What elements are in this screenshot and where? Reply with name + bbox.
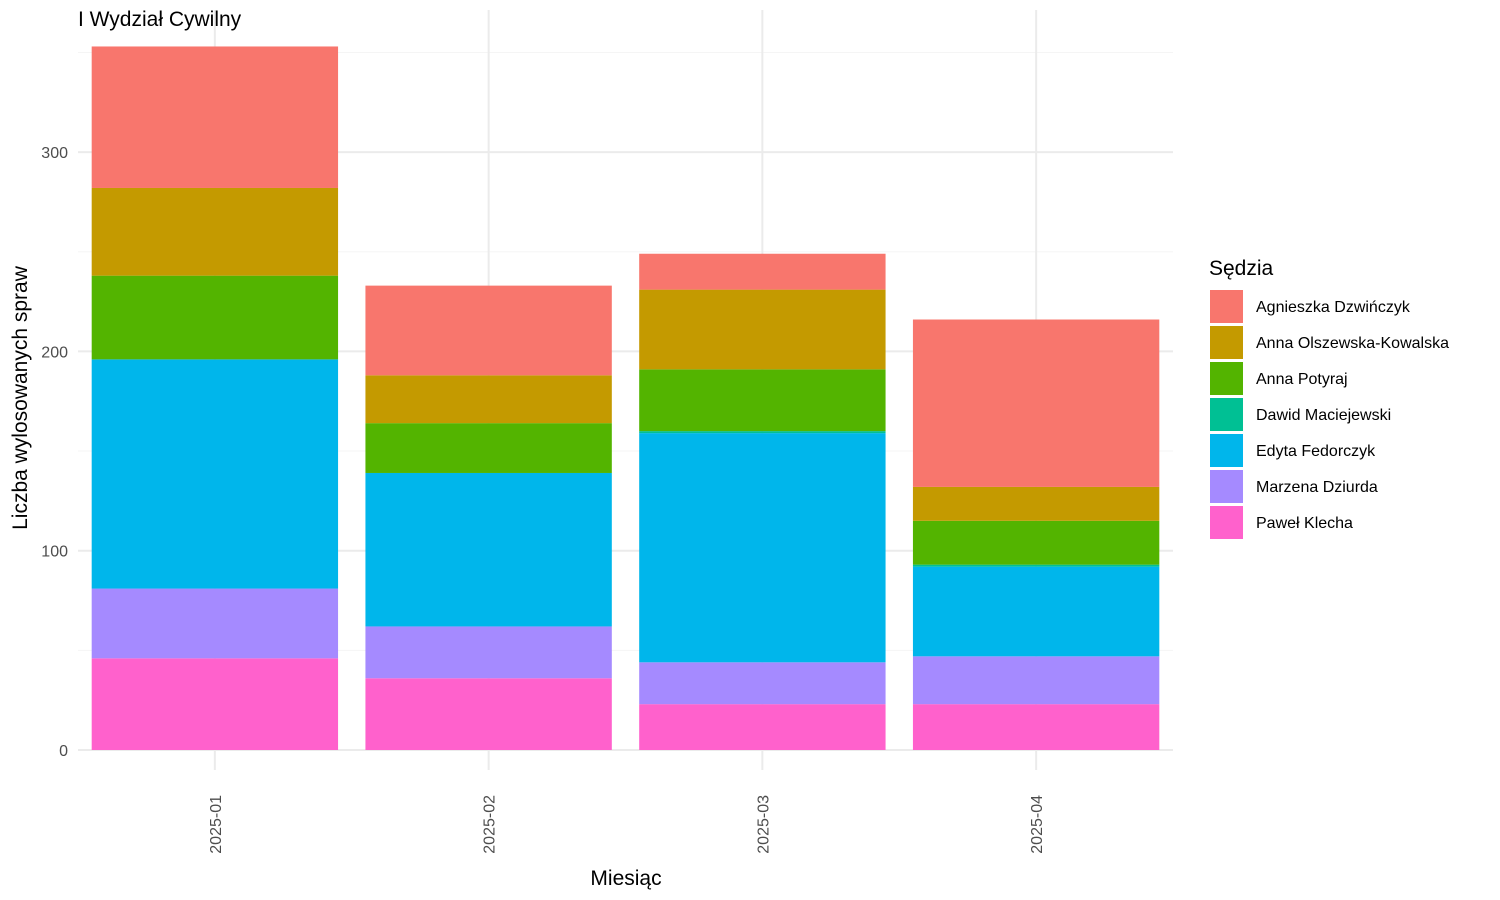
bar-segment (639, 704, 886, 750)
bar-segment (912, 564, 1160, 567)
bar-segment (912, 704, 1160, 750)
x-tick-label: 2025-03 (755, 795, 772, 854)
y-tick-label: 300 (41, 145, 68, 162)
bar-segment (365, 678, 612, 750)
legend-label: Anna Potyraj (1256, 371, 1348, 388)
bars (91, 46, 1160, 750)
legend-label: Marzena Dziurda (1256, 479, 1378, 496)
x-axis-ticks: 2025-01 2025-02 2025-03 2025-04 (208, 795, 1046, 854)
legend-key (1210, 326, 1243, 359)
bar-segment (365, 472, 612, 627)
bar-segment (639, 253, 886, 290)
legend-key (1210, 398, 1243, 431)
bar-segment (639, 369, 886, 432)
x-tick-label: 2025-04 (1029, 795, 1046, 854)
bar-segment (365, 285, 612, 376)
y-axis-ticks: 0 100 200 300 (41, 145, 68, 760)
bar-segment (639, 662, 886, 705)
legend-key (1210, 506, 1243, 539)
bar-segment (912, 656, 1160, 705)
y-tick-label: 100 (41, 544, 68, 561)
legend-label: Agnieszka Dzwińczyk (1256, 299, 1411, 316)
legend-key (1210, 362, 1243, 395)
bar-segment (365, 626, 612, 679)
bar-segment (912, 566, 1160, 657)
bar-segment (91, 46, 339, 188)
x-tick-label: 2025-01 (208, 795, 225, 854)
legend-label: Edyta Fedorczyk (1256, 443, 1376, 460)
legend: Sędzia Agnieszka Dzwińczyk Anna Olszewska… (1209, 257, 1449, 539)
bar-segment (91, 588, 339, 659)
legend-label: Anna Olszewska-Kowalska (1256, 335, 1449, 352)
legend-key (1210, 290, 1243, 323)
x-tick-label: 2025-02 (482, 795, 499, 854)
chart-title: I Wydział Cywilny (78, 8, 242, 31)
legend-label: Paweł Klecha (1256, 515, 1353, 532)
bar-segment (912, 319, 1160, 487)
bar-segment (639, 433, 886, 663)
y-tick-label: 200 (41, 344, 68, 361)
bar-segment (365, 375, 612, 424)
bar-segment (365, 423, 612, 473)
bar-segment (639, 289, 886, 370)
y-axis-title: Liczba wylosowanych spraw (9, 265, 32, 530)
bar-segment (91, 275, 339, 360)
legend-key (1210, 470, 1243, 503)
y-tick-label: 0 (59, 743, 68, 760)
bar-segment (912, 520, 1160, 565)
bar-segment (91, 359, 339, 589)
bar-segment (91, 658, 339, 750)
x-axis-title: Miesiąc (590, 867, 661, 890)
legend-key (1210, 434, 1243, 467)
legend-label: Dawid Maciejewski (1256, 407, 1391, 424)
bar-segment (639, 431, 886, 434)
legend-items: Agnieszka Dzwińczyk Anna Olszewska-Kowals… (1210, 290, 1449, 539)
bar-segment (91, 187, 339, 276)
bar-segment (912, 486, 1160, 521)
legend-title: Sędzia (1209, 257, 1274, 280)
